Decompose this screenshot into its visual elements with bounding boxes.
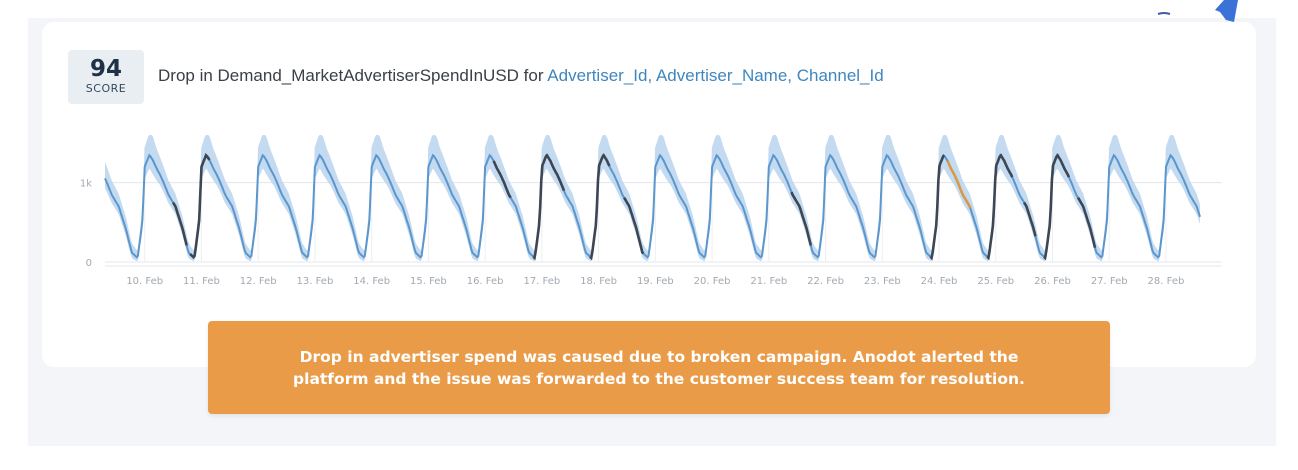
anomaly-segment (790, 191, 813, 246)
dimension-links[interactable]: Advertiser_Id, Advertiser_Name, Channel_… (547, 66, 884, 85)
anomaly-title: Drop in Demand_MarketAdvertiserSpendInUS… (158, 66, 884, 86)
x-tick-label: 15. Feb (410, 276, 447, 287)
x-tick-label: 27. Feb (1091, 276, 1128, 287)
x-tick-label: 24. Feb (921, 276, 958, 287)
x-tick-label: 19. Feb (637, 276, 674, 287)
x-tick-label: 12. Feb (240, 276, 277, 287)
x-tick-label: 21. Feb (750, 276, 787, 287)
y-axis-ticks: 0 1k (80, 179, 92, 269)
y-tick-label: 1k (80, 179, 92, 190)
anomaly-segment (532, 153, 566, 261)
anomaly-segment (986, 153, 1014, 261)
anomaly-segment (1043, 153, 1071, 261)
baseline-band-area (105, 135, 1200, 262)
x-tick-label: 14. Feb (353, 276, 390, 287)
anomaly-segment (623, 197, 645, 255)
x-tick-label: 23. Feb (864, 276, 901, 287)
x-tick-label: 13. Feb (297, 276, 334, 287)
score-label: SCORE (85, 82, 127, 95)
explanation-callout: Drop in advertiser spend was caused due … (208, 321, 1110, 414)
x-tick-label: 25. Feb (977, 276, 1014, 287)
callout-line-2: platform and the issue was forwarded to … (293, 369, 1025, 388)
series-line (104, 153, 1201, 259)
callout-line-1: Drop in advertiser spend was caused due … (299, 347, 1019, 366)
brand-logo-fragment (1157, 0, 1238, 22)
x-tick-label: 28. Feb (1148, 276, 1185, 287)
x-tick-label: 16. Feb (467, 276, 504, 287)
anomaly-segment (1076, 197, 1097, 249)
metric-name: Drop in Demand_MarketAdvertiserSpendInUS… (158, 66, 548, 85)
x-tick-label: 18. Feb (580, 276, 617, 287)
anomaly-segment (189, 153, 211, 260)
baseline-band (105, 135, 1200, 262)
highlighted-anomaly-segment (946, 160, 972, 209)
anomaly-segment (1023, 201, 1037, 237)
anomaly-segment (492, 160, 512, 199)
x-tick-label: 26. Feb (1034, 276, 1071, 287)
x-tick-label: 22. Feb (807, 276, 844, 287)
score-value: 94 (89, 56, 122, 82)
anomaly-card[interactable] (42, 22, 1256, 367)
anomaly-segment (929, 154, 946, 261)
x-tick-label: 11. Feb (183, 276, 220, 287)
y-tick-label: 0 (86, 258, 92, 269)
x-tick-label: 20. Feb (694, 276, 731, 287)
x-tick-label: 10. Feb (126, 276, 163, 287)
anomaly-segment (171, 201, 188, 246)
anomaly-segment (589, 153, 611, 261)
series-layer (104, 153, 1201, 261)
x-axis-ticks: 10. Feb 11. Feb 12. Feb 13. Feb 14. Feb 15. F… (126, 276, 1184, 287)
score-badge: 94 SCORE (68, 50, 144, 104)
x-tick-label: 17. Feb (523, 276, 560, 287)
